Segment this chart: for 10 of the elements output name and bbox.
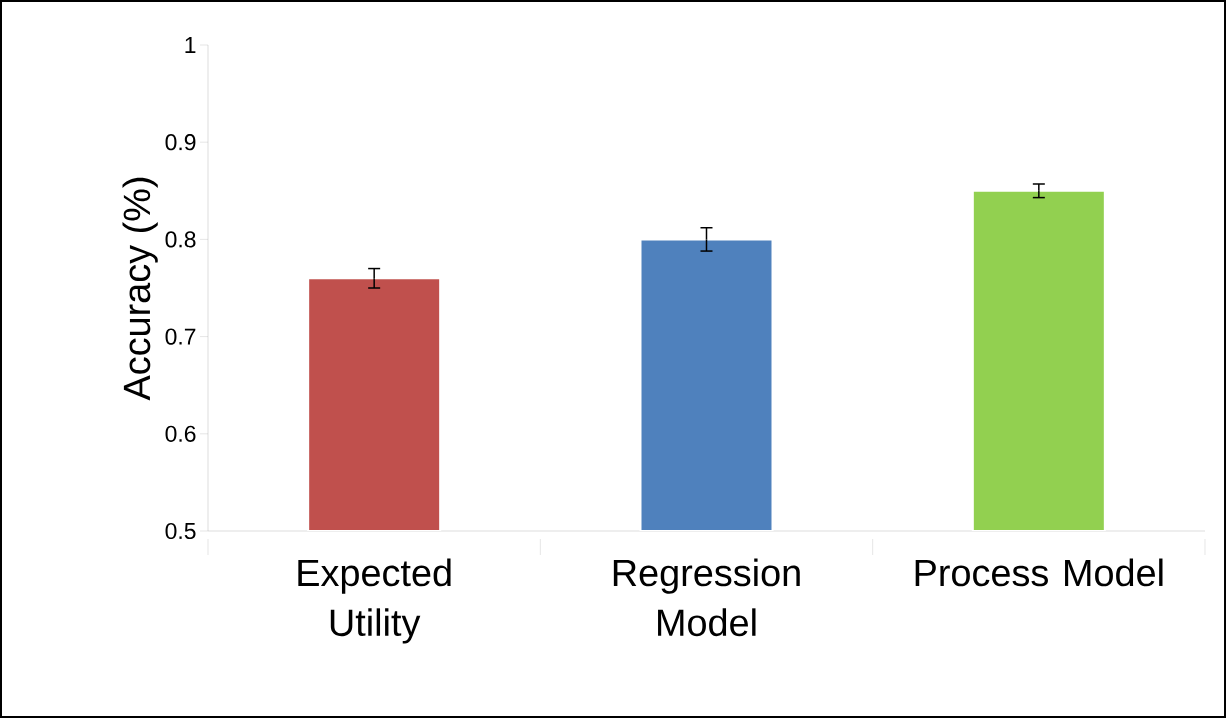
y-tick-label: 1 bbox=[185, 37, 196, 53]
y-axis-title: Accuracy (%) bbox=[122, 177, 158, 401]
y-tick-label: 0.5 bbox=[165, 522, 196, 540]
y-tick-label: 0.8 bbox=[165, 231, 196, 248]
x-tick-label: Process Model bbox=[915, 558, 1163, 587]
y-tick-label: 0.7 bbox=[165, 328, 196, 345]
x-tick-label: Regression Model bbox=[613, 558, 800, 637]
x-tick-label: Expected Utility bbox=[298, 558, 451, 644]
y-tick-label: 0.9 bbox=[165, 134, 196, 151]
y-tick-label: 0.6 bbox=[165, 425, 196, 442]
